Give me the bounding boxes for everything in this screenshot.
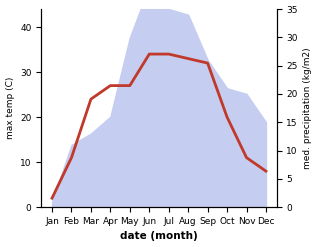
X-axis label: date (month): date (month) <box>120 231 198 242</box>
Y-axis label: med. precipitation (kg/m2): med. precipitation (kg/m2) <box>303 47 313 169</box>
Y-axis label: max temp (C): max temp (C) <box>5 77 15 139</box>
